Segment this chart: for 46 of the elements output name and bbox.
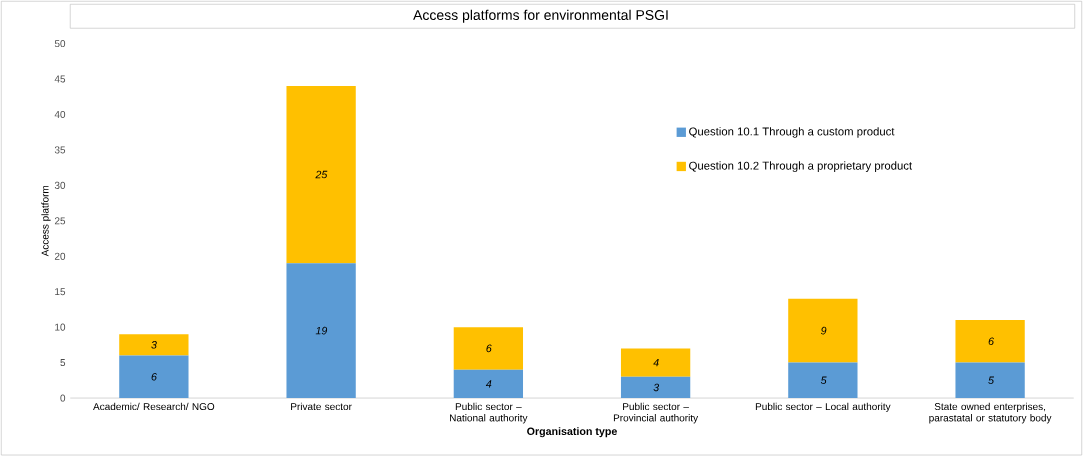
y-tick-label: 0 xyxy=(60,394,66,402)
y-tick-label: 15 xyxy=(55,288,66,296)
bar xyxy=(620,348,691,377)
bar xyxy=(453,369,524,398)
data-label: 6 xyxy=(151,372,157,381)
bar xyxy=(453,327,524,370)
legend-label: Question 10.1 Through a custom product xyxy=(689,127,895,138)
data-label: 6 xyxy=(486,344,492,353)
y-tick-label: 25 xyxy=(54,217,66,225)
bar xyxy=(119,334,189,356)
y-tick-label: 40 xyxy=(54,110,66,118)
data-label: 19 xyxy=(315,326,328,335)
bar xyxy=(620,376,691,398)
data-label: 4 xyxy=(653,358,659,367)
y-tick-label: 5 xyxy=(60,358,66,366)
bar xyxy=(788,298,858,363)
chart-title: Access platforms for environmental PSGI xyxy=(413,9,668,23)
y-tick-label: 50 xyxy=(54,39,66,47)
x-tick-label: State owned enterprises, parastatal or statutory body xyxy=(929,402,1052,424)
data-label: 5 xyxy=(820,376,827,384)
bar xyxy=(119,355,189,398)
x-axis-title: Organisation type xyxy=(527,427,617,438)
y-tick-label: 30 xyxy=(54,181,66,189)
data-label: 9 xyxy=(821,326,827,335)
y-tick-label: 10 xyxy=(55,323,66,331)
x-tick-label: Public sector – Provincial authority xyxy=(613,402,699,424)
data-label: 3 xyxy=(151,340,157,349)
bar xyxy=(955,319,1025,363)
data-label: 6 xyxy=(988,337,994,345)
bar xyxy=(788,362,858,398)
data-label: 4 xyxy=(485,380,492,388)
x-tick-label: Public sector – National authority xyxy=(450,402,528,424)
x-tick-label: Private sector xyxy=(291,402,352,410)
bar xyxy=(955,362,1025,398)
y-tick-label: 45 xyxy=(54,75,66,83)
x-tick-label: Academic/ Research/ NGO xyxy=(93,402,215,410)
y-tick-label: 35 xyxy=(54,146,66,154)
bar xyxy=(286,263,356,398)
y-tick-label: 20 xyxy=(54,252,66,260)
x-tick-label: Public sector – Local authority xyxy=(755,402,891,412)
data-label: 3 xyxy=(653,383,660,392)
bar xyxy=(286,85,356,264)
legend-label: Question 10.2 Through a proprietary product xyxy=(689,161,913,172)
data-label: 25 xyxy=(315,170,328,179)
data-label: 5 xyxy=(988,376,995,384)
y-axis-title: Access platform xyxy=(41,185,51,257)
